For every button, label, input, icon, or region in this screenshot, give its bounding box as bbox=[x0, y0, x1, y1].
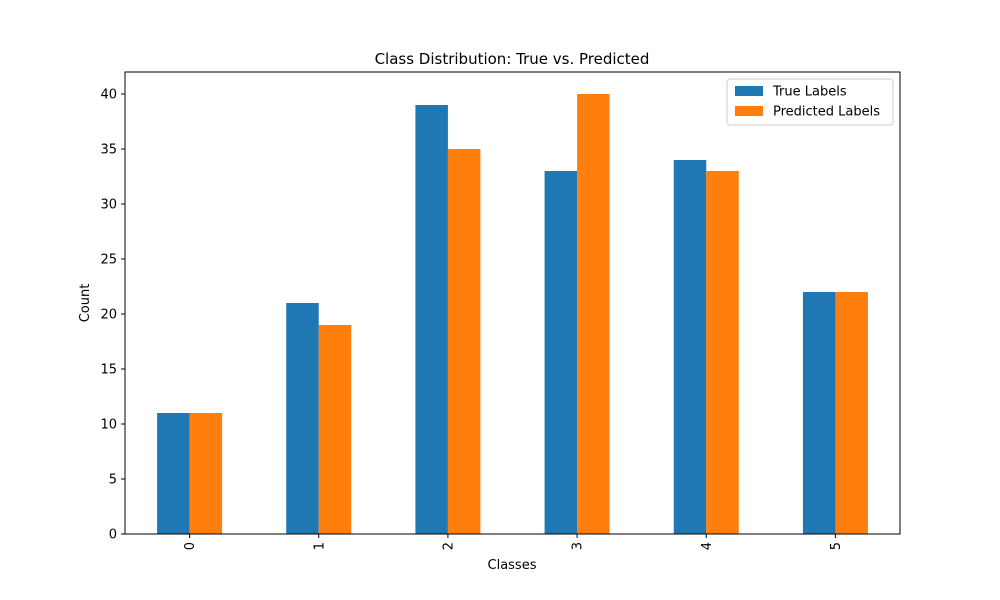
y-tick-label: 35 bbox=[100, 143, 117, 158]
legend: True Labels Predicted Labels bbox=[726, 78, 894, 126]
legend-label: Predicted Labels bbox=[773, 105, 880, 120]
x-tick-label: 2 bbox=[441, 542, 456, 550]
y-axis-ticks: 0 5 10 15 20 25 30 35 40 bbox=[100, 88, 125, 543]
x-tick-label: 1 bbox=[312, 542, 327, 550]
legend-swatch bbox=[735, 86, 763, 96]
x-axis-label: Classes bbox=[488, 558, 537, 573]
legend-box bbox=[726, 78, 894, 126]
y-tick-label: 15 bbox=[100, 363, 117, 378]
bar-true-labels-2 bbox=[415, 105, 448, 534]
y-tick-label: 5 bbox=[109, 473, 117, 488]
y-tick-label: 10 bbox=[100, 418, 117, 433]
y-tick-label: 20 bbox=[100, 308, 117, 323]
x-tick-label: 5 bbox=[829, 542, 844, 550]
y-axis-label: Count bbox=[78, 284, 93, 323]
y-tick-label: 40 bbox=[100, 88, 117, 103]
bar-predicted-labels-0 bbox=[189, 413, 223, 534]
bar-predicted-labels-1 bbox=[318, 325, 352, 534]
bar-true-labels-3 bbox=[544, 171, 578, 534]
bars-group bbox=[157, 94, 868, 534]
y-tick-label: 30 bbox=[100, 198, 117, 213]
bar-predicted-labels-5 bbox=[835, 292, 868, 534]
bar-true-labels-5 bbox=[802, 292, 836, 534]
bar-true-labels-0 bbox=[157, 413, 190, 534]
x-tick-label: 4 bbox=[700, 542, 715, 550]
bar-true-labels-4 bbox=[673, 160, 707, 534]
y-tick-label: 25 bbox=[100, 253, 117, 268]
bar-predicted-labels-3 bbox=[577, 94, 610, 534]
legend-swatch bbox=[735, 106, 763, 116]
x-axis-ticks: 0 1 2 3 4 5 bbox=[183, 534, 844, 550]
bar-true-labels-1 bbox=[286, 303, 319, 534]
plot-frame bbox=[124, 71, 901, 535]
x-tick-label: 3 bbox=[571, 542, 586, 550]
bar-predicted-labels-2 bbox=[447, 149, 481, 534]
legend-label: True Labels bbox=[772, 85, 847, 100]
chart-title: Class Distribution: True vs. Predicted bbox=[375, 50, 650, 68]
x-tick-label: 0 bbox=[183, 542, 198, 550]
bar-predicted-labels-4 bbox=[706, 171, 739, 534]
y-tick-label: 0 bbox=[109, 528, 117, 543]
